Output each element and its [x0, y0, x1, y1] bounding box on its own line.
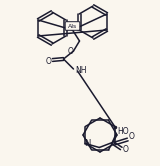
Text: N: N — [84, 139, 90, 148]
Text: O: O — [46, 56, 51, 66]
Text: NH: NH — [75, 66, 86, 75]
Text: HO: HO — [117, 127, 129, 136]
FancyBboxPatch shape — [65, 22, 80, 30]
Text: O: O — [68, 46, 73, 55]
Text: *: * — [112, 126, 115, 131]
Text: Als: Als — [68, 24, 77, 29]
Text: O: O — [129, 132, 135, 141]
Text: O: O — [122, 145, 128, 154]
